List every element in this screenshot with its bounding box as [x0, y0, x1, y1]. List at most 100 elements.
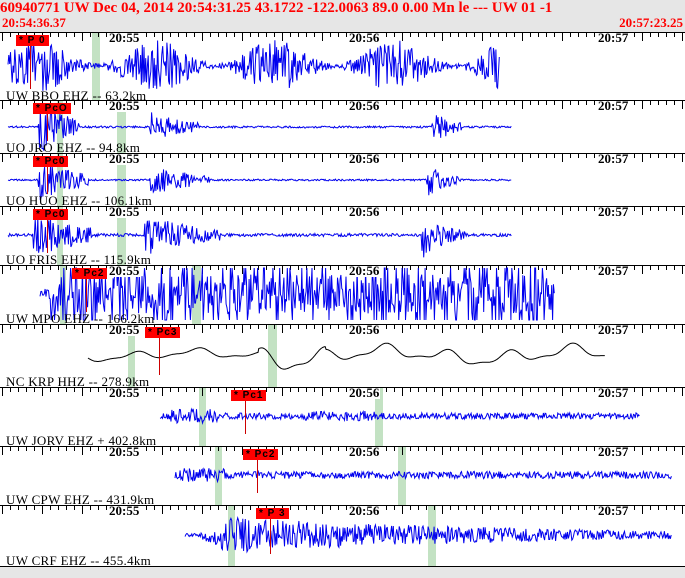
phase-pick-flag[interactable]: * Pc1: [231, 390, 267, 401]
axis-tick: [18, 506, 19, 510]
axis-tick: [218, 154, 219, 158]
axis-tick: [458, 447, 459, 451]
axis-tick: [514, 388, 515, 392]
trace-row[interactable]: 20:55 20:56 20:57 * Pc0 UO HUO EHZ -- 106.1k…: [0, 153, 685, 207]
axis-tick: [498, 33, 499, 37]
axis-tick: [314, 154, 315, 158]
trace-row[interactable]: 20:55 20:56 20:57 * PcO UO JRO EHZ -- 94.8km: [0, 100, 685, 154]
axis-tick: [498, 154, 499, 158]
axis-tick: [410, 154, 411, 158]
axis-tick: [506, 325, 507, 329]
axis-tick: [50, 506, 51, 510]
phase-pick-flag[interactable]: * Pc2: [72, 268, 108, 279]
axis-tick: [650, 388, 651, 392]
axis-tick: [666, 266, 667, 270]
axis-tick: [26, 207, 27, 211]
phase-pick-flag[interactable]: * Pc2: [243, 449, 279, 460]
phase-pick-flag[interactable]: * Pc0: [33, 156, 69, 167]
axis-tick: [554, 207, 555, 211]
trace-row[interactable]: 20:55 20:56 20:57 * P 0 UW BBO EHZ -- 63.2km: [0, 32, 685, 102]
trace-row[interactable]: 20:55 20:56 20:57 * Pc2 UW MPO EHZ -- 166.2k…: [0, 265, 685, 325]
axis-tick: [410, 207, 411, 211]
axis-tick: [562, 388, 563, 396]
phase-pick-flag[interactable]: * Pc0: [33, 209, 69, 220]
axis-tick: [650, 447, 651, 451]
axis-tick: [210, 266, 211, 270]
pick-line: [270, 508, 271, 554]
channel-label: UO HUO EHZ -- 106.1km: [6, 193, 153, 207]
axis-tick: [274, 101, 275, 105]
trace-row[interactable]: 20:55 20:56 20:57 * Pc1 UW JORV EHZ + 402.8k…: [0, 387, 685, 447]
axis-tick: [330, 388, 331, 392]
axis-tick: [578, 325, 579, 329]
phase-pick-flag[interactable]: * Pc3: [145, 327, 181, 338]
axis-tick: [490, 207, 491, 211]
phase-pick-flag[interactable]: * PcO: [33, 103, 71, 114]
axis-tick: [274, 266, 275, 270]
axis-tick: [90, 447, 91, 451]
trace-row[interactable]: 20:55 20:56 20:57 * Pc3 NC KRP HHZ -- 278.9k…: [0, 324, 685, 388]
axis-tick: [506, 33, 507, 37]
axis-time-label: 20:55: [108, 265, 141, 278]
axis-tick: [482, 388, 483, 396]
axis-tick: [58, 388, 59, 392]
axis-tick: [266, 207, 267, 211]
axis-tick: [34, 506, 35, 510]
axis-tick: [346, 154, 347, 158]
trace-row[interactable]: 20:55 20:56 20:57 * Pc2 UW CPW EHZ -- 431.9k…: [0, 446, 685, 506]
axis-tick: [394, 447, 395, 451]
axis-tick: [682, 506, 683, 514]
phase-pick-flag[interactable]: * P 0: [16, 35, 49, 46]
phase-pick-flag[interactable]: * P 3: [256, 508, 289, 519]
axis-tick: [314, 388, 315, 392]
axis-tick: [58, 506, 59, 510]
axis-tick: [338, 154, 339, 158]
axis-tick: [522, 33, 523, 41]
axis-tick: [530, 101, 531, 105]
axis-tick: [330, 154, 331, 158]
axis-tick: [330, 325, 331, 329]
axis-tick: [538, 506, 539, 510]
axis-tick: [250, 266, 251, 270]
axis-tick: [442, 266, 443, 274]
trace-row[interactable]: 20:55 20:56 20:57 * Pc0 UO FRIS EHZ -- 115.9…: [0, 206, 685, 266]
axis-tick: [106, 101, 107, 105]
axis-tick: [658, 207, 659, 211]
axis-tick: [466, 388, 467, 392]
axis-tick: [578, 388, 579, 392]
axis-tick: [306, 154, 307, 158]
axis-tick: [314, 266, 315, 270]
axis-tick: [338, 325, 339, 329]
axis-tick: [74, 388, 75, 392]
axis-tick: [522, 325, 523, 333]
axis-tick: [74, 207, 75, 211]
axis-tick: [594, 325, 595, 329]
axis-tick: [562, 101, 563, 109]
axis-tick: [658, 101, 659, 105]
axis-tick: [66, 506, 67, 510]
axis-tick: [82, 447, 83, 455]
axis-tick: [314, 325, 315, 329]
axis-tick: [10, 154, 11, 158]
axis-tick: [594, 388, 595, 392]
time-range-bar: 20:54:36.37 20:57:23.25: [0, 16, 685, 30]
axis-tick: [2, 388, 3, 396]
axis-tick: [98, 325, 99, 329]
axis-tick: [554, 506, 555, 510]
axis-tick: [506, 447, 507, 451]
axis-tick: [634, 266, 635, 270]
axis-time-label: 20:57: [597, 265, 630, 278]
axis-tick: [506, 388, 507, 392]
axis-tick: [242, 506, 243, 514]
axis-tick: [530, 447, 531, 451]
axis-tick: [522, 266, 523, 274]
trace-row[interactable]: 20:55 20:56 20:57 * P 3 UW CRF EHZ -- 455.4k…: [0, 505, 685, 567]
axis-tick: [650, 154, 651, 158]
axis-tick: [314, 506, 315, 510]
axis-tick: [538, 388, 539, 392]
axis-time-label: 20:56: [348, 387, 381, 400]
axis-tick: [546, 447, 547, 451]
axis-tick: [170, 506, 171, 510]
axis-tick: [506, 506, 507, 510]
axis-tick: [178, 154, 179, 158]
